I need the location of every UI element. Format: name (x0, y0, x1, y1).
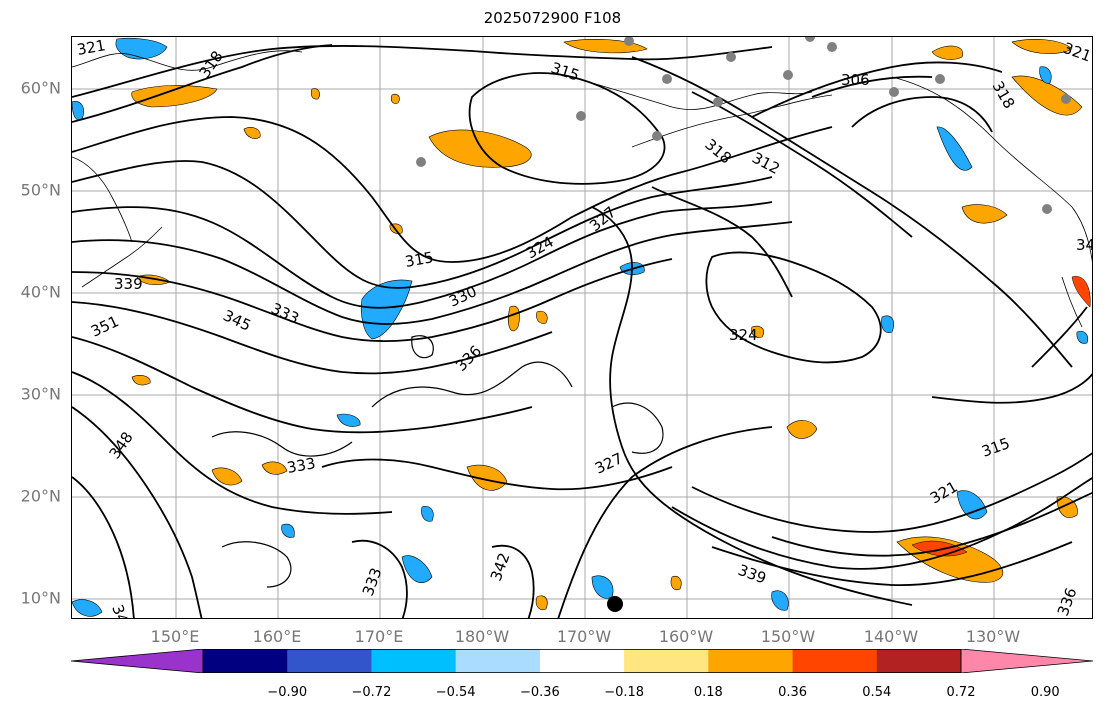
lon-label-150e: 150°E (150, 627, 200, 646)
colorbar-segment (371, 649, 457, 673)
contour-label: 339 (114, 275, 143, 293)
colorbar-tick-label: 0.54 (862, 685, 892, 700)
map-title: 2025072900 F108 (483, 9, 622, 27)
lon-label-140w: 140°W (863, 627, 919, 646)
contour-label: 321 (927, 478, 961, 508)
contour-lines (72, 44, 1092, 618)
contour-label: 348 (106, 429, 137, 463)
contour-label: 34 (1076, 236, 1093, 254)
contour-label: 342 (487, 550, 514, 583)
colorbar (70, 648, 1094, 674)
colorbar-extend-low (70, 648, 204, 674)
cool-patches (72, 37, 1089, 617)
contour-label-group: 321 318 315 312 306 318 324 327 324 315 … (76, 37, 1093, 619)
lon-label-170w: 170°W (556, 627, 612, 646)
lat-label-40n: 40°N (20, 282, 61, 302)
contour-label: 327 (592, 449, 626, 477)
colorbar-segment (792, 649, 878, 673)
colorbar-tick-label: −0.36 (519, 685, 560, 700)
colorbar-segment (455, 649, 541, 673)
lat-label-20n: 20°N (20, 486, 61, 506)
contour-label: 315 (979, 434, 1012, 461)
colorbar-tick-label: 0.72 (946, 685, 976, 700)
lon-label-160w: 160°W (658, 627, 714, 646)
lat-label-30n: 30°N (20, 384, 61, 404)
contour-label: 306 (841, 71, 870, 89)
lat-label-10n: 10°N (20, 588, 61, 608)
colorbar-segment (876, 649, 962, 673)
map-svg: 321 318 315 312 306 318 324 327 324 315 … (72, 37, 1093, 619)
lon-label-170e: 170°E (354, 627, 404, 646)
contour-label: 318 (701, 135, 735, 167)
lat-label-50n: 50°N (20, 180, 61, 200)
contour-label: 339 (736, 561, 769, 588)
lon-label-150w: 150°W (760, 627, 816, 646)
colorbar-segment (624, 649, 709, 673)
colorbar-tick-label: −0.90 (267, 685, 308, 700)
colorbar-tick-label: 0.36 (778, 685, 808, 700)
contour-label: 333 (359, 565, 386, 598)
contour-label: 345 (220, 306, 254, 334)
colorbar-segment (708, 649, 794, 673)
contour-label: 324 (729, 326, 758, 344)
colorbar-segment (203, 649, 288, 673)
gridlines (72, 37, 1092, 618)
contour-label: 351 (88, 312, 122, 340)
lon-label-180w: 180°W (454, 627, 510, 646)
contour-label: 342 (108, 602, 135, 619)
lat-label-60n: 60°N (20, 78, 61, 98)
contour-label: 312 (749, 149, 783, 178)
contour-label: 333 (286, 454, 317, 477)
warm-patches (131, 39, 1083, 610)
contour-label: 315 (549, 59, 582, 85)
lon-label-130w: 130°W (965, 627, 1021, 646)
colorbar-tick-label: 0.18 (693, 685, 723, 700)
colorbar-border (202, 649, 962, 673)
colorbar-segment (287, 649, 372, 673)
contour-label: 321 (76, 37, 107, 59)
station-dot-large (607, 596, 623, 612)
colorbar-tick-label: −0.18 (604, 685, 645, 700)
lon-label-160e: 160°E (252, 627, 302, 646)
colorbar-svg (70, 648, 1094, 674)
colorbar-tick-label: −0.54 (435, 685, 476, 700)
colorbar-segment (539, 649, 625, 673)
contour-label: 318 (989, 78, 1019, 112)
contour-label: 336 (452, 342, 485, 375)
colorbar-tick-label: −0.72 (351, 685, 392, 700)
contour-label: 336 (1054, 585, 1081, 618)
colorbar-extend-high (960, 648, 1094, 674)
colorbar-tick-label: 0.90 (1030, 685, 1060, 700)
station-dots (416, 37, 1071, 214)
thin-contours (211, 335, 664, 588)
contour-label: 318 (196, 48, 227, 82)
contour-label: 321 (1061, 39, 1093, 66)
map-panel: 321 318 315 312 306 318 324 327 324 315 … (71, 36, 1093, 619)
contour-label: 315 (404, 248, 435, 271)
